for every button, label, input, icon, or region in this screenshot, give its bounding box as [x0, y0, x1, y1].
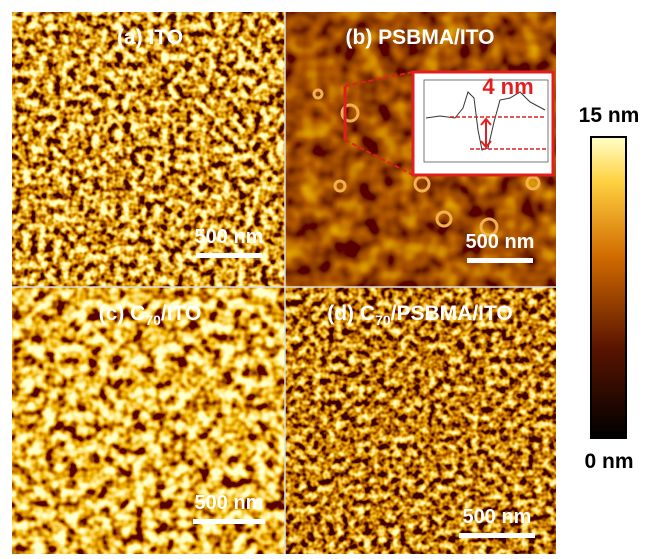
label-text: (c) C	[99, 302, 146, 325]
label-subscript: 70	[145, 312, 161, 328]
panel-b: (b) PSBMA/ITO 4 nm 500 nm	[285, 12, 556, 287]
panel-d: (d) C70/PSBMA/ITO 500 nm	[285, 287, 556, 554]
scale-bar-label: 500 nm	[195, 492, 264, 514]
panel-label: (d) C70/PSBMA/ITO	[327, 302, 513, 328]
colorbar: 15 nm 0 nm	[579, 104, 640, 473]
label-text: /ITO	[161, 302, 201, 325]
label-text: (d) C	[327, 302, 375, 325]
colorbar-gradient	[591, 137, 626, 438]
scale-bar-label: 500 nm	[195, 226, 264, 248]
label-text: /PSBMA/ITO	[391, 302, 513, 325]
panel-label: (a) ITO	[117, 26, 183, 49]
panel-c: (c) C70/ITO 500 nm	[12, 287, 285, 554]
scale-bar-label: 500 nm	[463, 506, 532, 528]
scale-bar	[196, 253, 262, 258]
figure: (a) ITO 500 nm (b) PSBMA/ITO 4 nm 500 nm…	[0, 0, 647, 554]
colorbar-max: 15 nm	[579, 104, 640, 127]
inset-label: 4 nm	[482, 74, 533, 99]
scale-bar	[193, 519, 265, 524]
colorbar-min: 0 nm	[584, 450, 633, 473]
scale-bar-label: 500 nm	[466, 231, 535, 253]
panel-a: (a) ITO 500 nm	[12, 12, 285, 287]
scale-bar	[459, 533, 535, 538]
label-subscript: 70	[375, 312, 391, 328]
panel-label: (b) PSBMA/ITO	[346, 26, 495, 49]
scale-bar	[467, 258, 533, 263]
